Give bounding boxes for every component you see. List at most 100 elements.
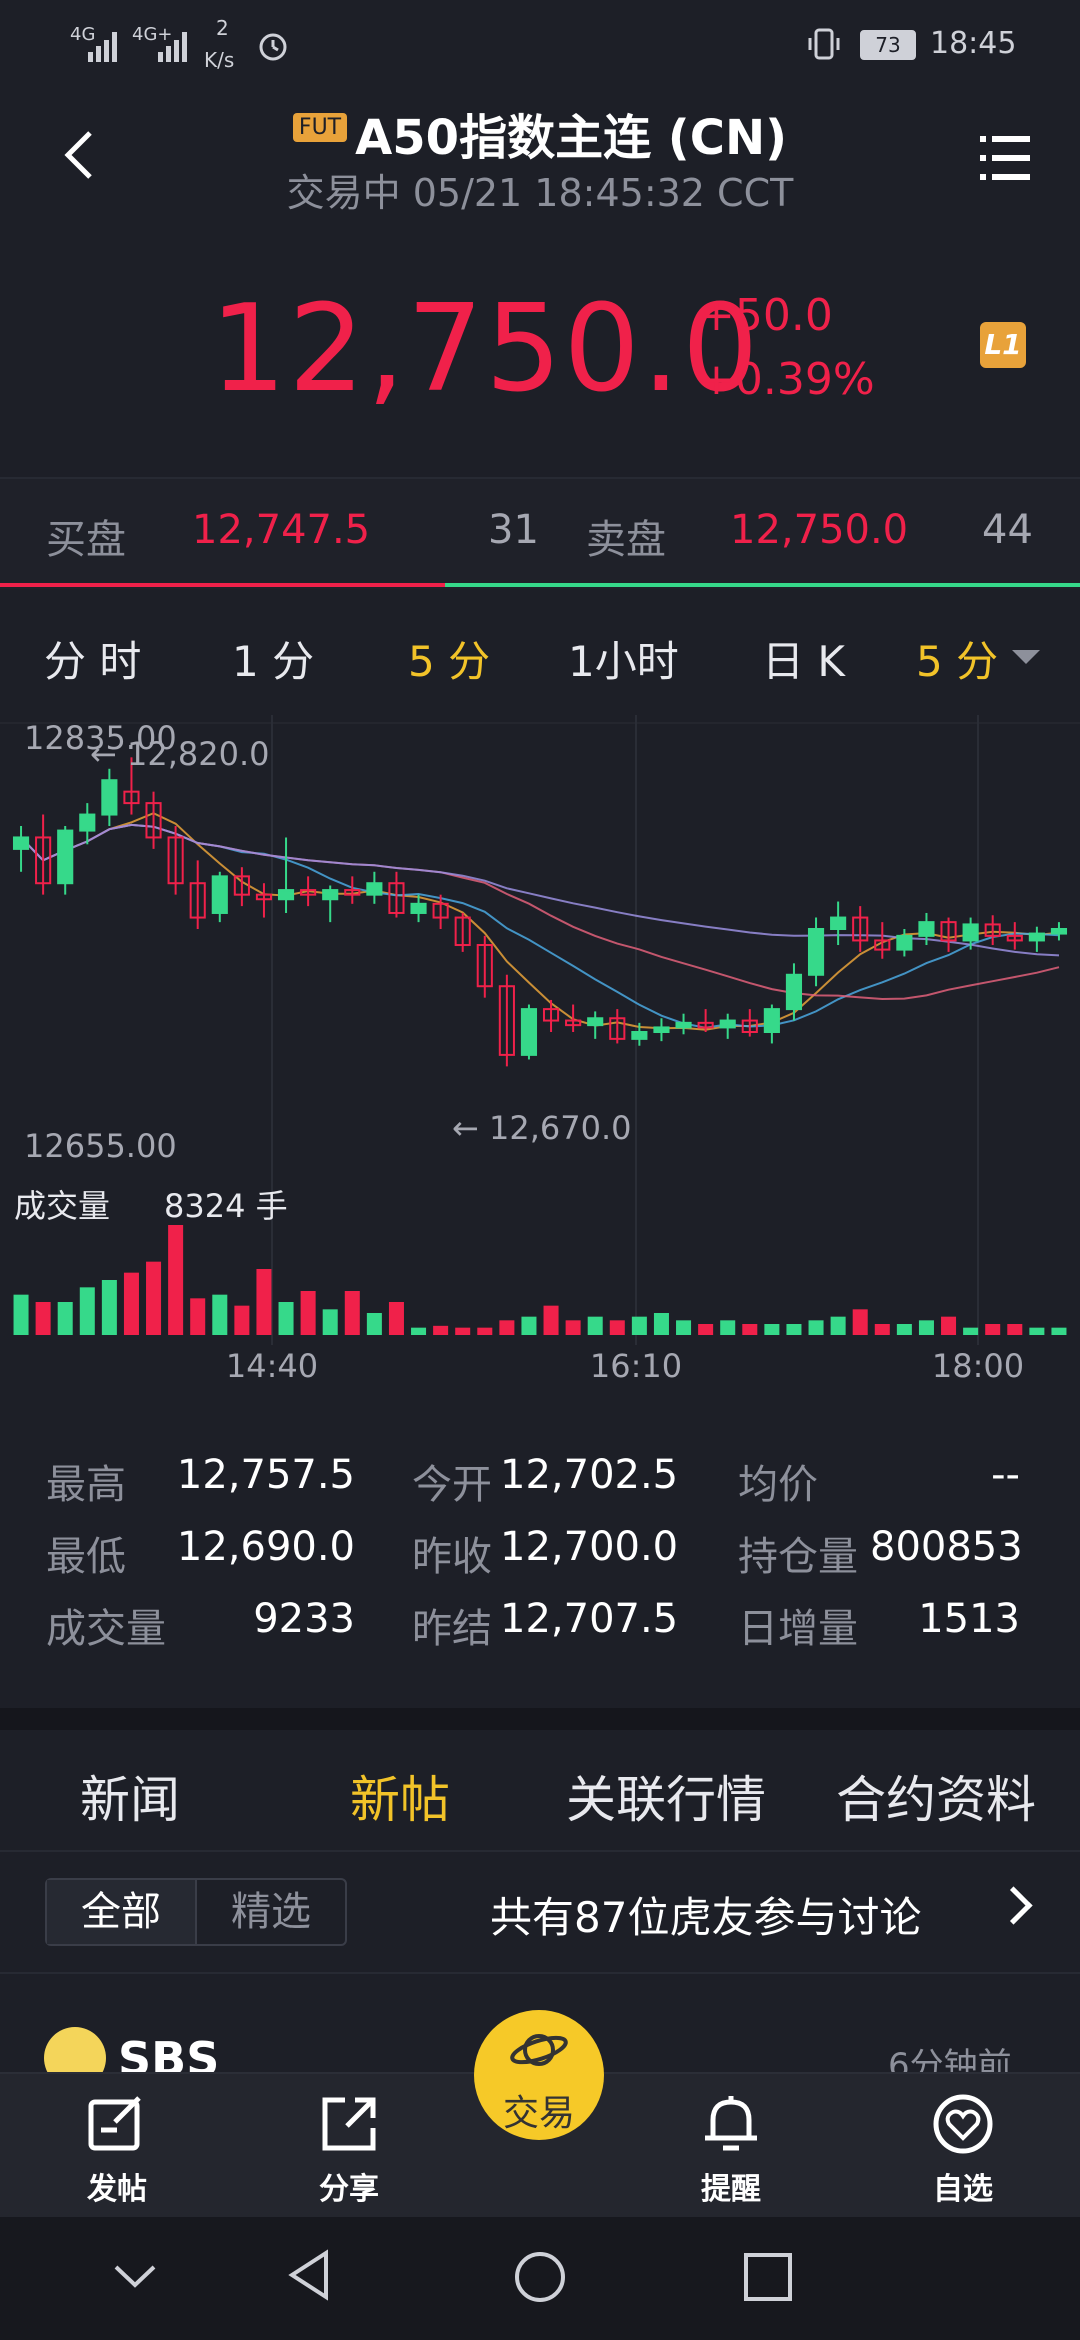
candle-body	[189, 882, 206, 919]
list-menu-icon[interactable]	[980, 128, 1030, 188]
back-triangle-icon[interactable]	[284, 2247, 334, 2303]
candle	[79, 803, 96, 845]
candle	[1028, 926, 1045, 952]
share-label: 分享	[319, 2172, 379, 2207]
status-bar: 4G 4G+ 2 K/s 73 18:45	[0, 0, 1080, 90]
section-divider	[0, 1708, 1080, 1730]
volume-bar	[322, 1309, 338, 1335]
alert-button[interactable]: 提醒	[656, 2074, 806, 2219]
post-item[interactable]: SBS 6分钟前	[0, 1972, 1080, 2072]
candle	[719, 1013, 736, 1039]
avatar[interactable]	[44, 2027, 106, 2072]
home-circle-icon[interactable]	[512, 2249, 568, 2305]
trading-status: 交易中 05/21 18:45:32 CCT	[286, 171, 794, 215]
chart-grid	[0, 715, 1080, 1345]
volume-bar	[101, 1280, 117, 1335]
candle	[1050, 922, 1068, 941]
watchlist-button[interactable]: 自选	[888, 2074, 1038, 2219]
post-label: 发帖	[87, 2172, 147, 2207]
candle	[101, 768, 118, 826]
trade-button[interactable]: 交易	[474, 2010, 604, 2140]
candle-body	[1028, 932, 1045, 942]
bell-icon	[705, 2096, 757, 2151]
tab-news[interactable]: 新闻	[80, 1771, 180, 1829]
system-nav-bar	[0, 2217, 1080, 2340]
filter-picked[interactable]: 精选	[231, 1889, 311, 1935]
net-speed-unit: K/s	[204, 48, 235, 72]
watchlist-label: 自选	[933, 2172, 993, 2207]
vibrate-icon	[808, 28, 840, 60]
candle-body	[1050, 928, 1068, 935]
volume-bar	[256, 1269, 272, 1335]
candle-body	[300, 889, 317, 896]
candle	[300, 876, 317, 907]
candle-body	[807, 928, 825, 976]
tab-more-periods[interactable]: 5 分	[916, 637, 999, 686]
stat-avg-value: --	[991, 1452, 1020, 1498]
candle-body	[675, 1021, 692, 1029]
candle-body	[830, 916, 847, 931]
post-filter-row: 全部 精选 共有87位虎友参与讨论	[0, 1852, 1080, 1974]
header: FUT A50指数主连 (CN) 交易中 05/21 18:45:32 CCT	[0, 90, 1080, 225]
tab-related-quotes[interactable]: 关联行情	[566, 1771, 766, 1829]
ask-price: 12,750.0	[730, 507, 909, 553]
x-tick-3: 18:00	[932, 1347, 1024, 1385]
volume-bar	[631, 1316, 647, 1335]
candle	[565, 1004, 582, 1032]
volume-bar	[1051, 1327, 1067, 1335]
candle-body	[918, 921, 935, 937]
back-arrow-icon[interactable]	[52, 125, 112, 185]
share-button[interactable]: 分享	[274, 2074, 424, 2219]
volume-bar	[896, 1324, 912, 1335]
post-username[interactable]: SBS	[118, 2032, 220, 2072]
candle	[741, 1009, 758, 1037]
post-button[interactable]: 发帖	[42, 2074, 192, 2219]
candle-body	[255, 893, 273, 901]
price-panel: 12,750.0 +50.0 +0.39% L1	[0, 270, 1080, 430]
tab-timeshare[interactable]: 分 时	[44, 637, 142, 686]
tab-5min[interactable]: 5 分	[408, 637, 491, 686]
candle	[410, 894, 427, 923]
level1-badge[interactable]: L1	[980, 322, 1026, 368]
heart-icon	[933, 2094, 993, 2154]
price-change: +50.0	[698, 290, 833, 341]
x-tick-2: 16:10	[590, 1347, 682, 1385]
tab-1min[interactable]: 1 分	[232, 637, 315, 686]
kline-svg: 12835.00 12655.00 ← 12,820.0 ← 12,670.0 …	[0, 715, 1080, 1385]
volume-bar	[433, 1325, 449, 1335]
candle-body	[697, 1021, 714, 1029]
tab-contract-info[interactable]: 合约资料	[836, 1771, 1036, 1829]
candle	[874, 922, 891, 959]
candle-body	[609, 1017, 626, 1040]
candle-body	[101, 779, 118, 816]
candle	[277, 837, 295, 913]
trade-label: 交易	[502, 2093, 575, 2134]
filter-all[interactable]: 全部	[47, 1880, 197, 1944]
candle	[189, 860, 206, 929]
candle	[35, 814, 52, 895]
chevron-down-icon[interactable]	[110, 2257, 160, 2297]
candle	[962, 917, 979, 950]
kline-chart[interactable]: 12835.00 12655.00 ← 12,820.0 ← 12,670.0 …	[0, 715, 1080, 1385]
tab-day-k[interactable]: 日 K	[762, 637, 845, 686]
fut-badge: FUT	[292, 112, 348, 142]
candle-body	[852, 916, 869, 942]
volume-bar	[985, 1324, 1001, 1335]
signal-bars-2-icon	[158, 32, 187, 62]
tab-new-posts[interactable]: 新帖	[350, 1771, 450, 1829]
volume-bar	[146, 1261, 162, 1335]
volume-bar	[366, 1313, 382, 1335]
discussion-count-link[interactable]: 共有87位虎友参与讨论	[490, 1893, 922, 1942]
period-tabs: 分 时 1 分 5 分 1小时 日 K 5 分	[0, 610, 1080, 710]
chevron-down-icon[interactable]	[1012, 650, 1040, 664]
volume-bar	[212, 1294, 228, 1335]
candle-body	[145, 802, 162, 839]
high-marker: ← 12,820.0	[90, 735, 269, 773]
volume-bar	[1007, 1324, 1023, 1335]
tab-1hour[interactable]: 1小时	[568, 637, 679, 686]
recent-apps-icon[interactable]	[742, 2251, 794, 2303]
chevron-right-icon[interactable]	[994, 1886, 1033, 1925]
candle	[785, 963, 803, 1021]
volume-bar	[786, 1324, 802, 1335]
volume-bar	[676, 1320, 692, 1335]
